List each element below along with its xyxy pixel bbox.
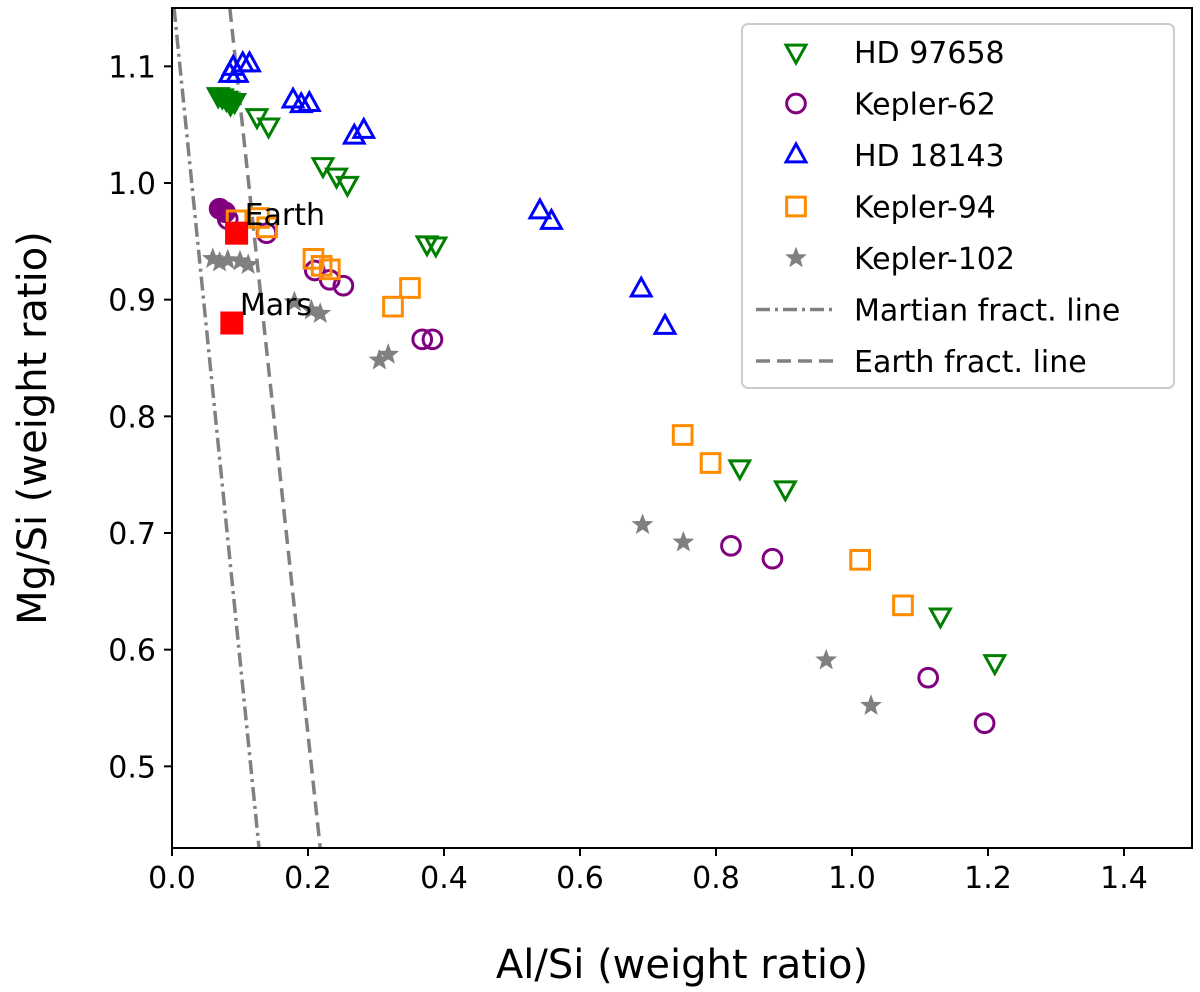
plot-frame bbox=[171, 7, 1193, 849]
legend-label: Kepler-102 bbox=[854, 242, 1015, 277]
y-tick-label: 0.8 bbox=[108, 400, 156, 435]
legend-marker bbox=[785, 195, 807, 218]
data-point bbox=[399, 277, 421, 299]
data-point bbox=[224, 60, 250, 83]
data-point bbox=[672, 530, 695, 552]
legend-label: HD 97658 bbox=[854, 36, 1005, 71]
earth-label: Earth bbox=[245, 198, 325, 233]
legend-entry: Kepler-94 bbox=[785, 191, 996, 226]
data-point bbox=[860, 694, 882, 715]
point-labels: Earth Mars bbox=[240, 198, 325, 323]
legend: HD 97658 Kepler-62 HD 18143 Kepler-94 Kepler… bbox=[741, 23, 1175, 389]
data-point bbox=[222, 93, 248, 116]
data-point bbox=[671, 424, 694, 446]
data-point bbox=[527, 196, 553, 220]
data-point bbox=[296, 89, 322, 112]
legend-entry: Martian fract. line bbox=[756, 294, 1120, 329]
data-point bbox=[631, 513, 654, 535]
mars-marker bbox=[220, 311, 244, 335]
x-tick-label: 1.2 bbox=[964, 861, 1012, 896]
series-kepler-94 bbox=[225, 207, 914, 617]
legend-label: Kepler-94 bbox=[854, 191, 996, 226]
data-point bbox=[382, 295, 404, 318]
y-tick-label: 0.9 bbox=[108, 284, 156, 319]
legend-label: Martian fract. line bbox=[854, 294, 1120, 329]
data-point bbox=[421, 328, 444, 351]
y-tick-label: 0.6 bbox=[108, 634, 156, 669]
data-point bbox=[310, 157, 336, 180]
plot-area bbox=[172, 8, 1008, 848]
data-point bbox=[341, 122, 367, 145]
legend-entry: Kepler-62 bbox=[785, 88, 996, 123]
x-tick-label: 1.4 bbox=[1100, 861, 1148, 896]
data-point bbox=[652, 312, 678, 335]
x-tick-label: 0.0 bbox=[148, 861, 196, 896]
data-point bbox=[973, 712, 996, 735]
earth-marker bbox=[225, 221, 249, 245]
legend-marker bbox=[785, 246, 807, 268]
data-point bbox=[334, 175, 360, 199]
legend-entry: Earth fract. line bbox=[756, 345, 1087, 380]
data-point bbox=[720, 534, 742, 557]
series-hd-97658-filled-cluster bbox=[205, 87, 248, 118]
y-tick-label: 0.5 bbox=[108, 750, 156, 785]
data-point bbox=[423, 236, 449, 259]
axes: 0.0 0.2 0.4 0.6 0.8 1.0 1.2 1.4 0.5 0.6 0.7 0.8 0.9 1… bbox=[108, 7, 1193, 896]
data-point bbox=[761, 547, 784, 570]
x-tick-label: 1.0 bbox=[828, 861, 876, 896]
y-tick-label: 0.7 bbox=[108, 517, 156, 552]
x-axis-label: Al/Si (weight ratio) bbox=[496, 942, 868, 988]
x-tick-label: 0.6 bbox=[556, 861, 604, 896]
legend-marker bbox=[783, 43, 809, 67]
series-kepler-102 bbox=[201, 247, 882, 715]
series-kepler-62-filled-cluster bbox=[208, 197, 236, 224]
data-point bbox=[628, 275, 654, 298]
data-point bbox=[309, 302, 332, 323]
data-point bbox=[538, 207, 564, 230]
data-point bbox=[849, 548, 872, 571]
data-point bbox=[917, 666, 940, 689]
y-axis-label: Mg/Si (weight ratio) bbox=[10, 231, 56, 625]
y-tick-label: 1.0 bbox=[108, 167, 156, 202]
legend-marker bbox=[783, 140, 809, 164]
legend-marker bbox=[785, 92, 807, 115]
data-point bbox=[727, 459, 753, 482]
series-hd-97658 bbox=[244, 108, 1008, 677]
data-point bbox=[303, 259, 326, 282]
plot-marks bbox=[172, 8, 1008, 848]
data-point bbox=[815, 648, 838, 670]
data-point bbox=[351, 116, 377, 139]
data-point bbox=[283, 290, 306, 312]
data-point bbox=[237, 49, 262, 73]
data-point bbox=[237, 253, 260, 274]
x-tick-label: 0.2 bbox=[284, 861, 332, 896]
data-point bbox=[772, 480, 798, 503]
legend-entry: HD 18143 bbox=[783, 139, 1005, 174]
legend-label: Earth fract. line bbox=[854, 345, 1087, 380]
legend-label: Kepler-62 bbox=[854, 88, 996, 123]
fractionation-line-2 bbox=[228, 8, 322, 848]
data-point bbox=[892, 594, 914, 617]
data-point bbox=[982, 654, 1008, 677]
fractionation-line-1 bbox=[172, 8, 261, 848]
data-point bbox=[318, 258, 341, 281]
legend-entry: HD 97658 bbox=[783, 36, 1005, 71]
data-point bbox=[411, 328, 434, 351]
data-point bbox=[699, 452, 722, 474]
data-point bbox=[256, 117, 282, 140]
data-point bbox=[216, 248, 239, 270]
x-tick-label: 0.4 bbox=[420, 861, 468, 896]
legend-box bbox=[741, 23, 1175, 389]
data-point bbox=[377, 343, 400, 364]
data-point bbox=[256, 216, 279, 239]
y-tick-label: 1.1 bbox=[108, 50, 156, 85]
x-tick-label: 0.8 bbox=[692, 861, 740, 896]
data-point bbox=[927, 607, 953, 630]
data-point bbox=[332, 274, 355, 297]
mars-label: Mars bbox=[240, 288, 312, 323]
series-hd-18143 bbox=[217, 49, 678, 335]
legend-label: HD 18143 bbox=[854, 139, 1005, 174]
legend-entry: Kepler-102 bbox=[785, 242, 1015, 277]
